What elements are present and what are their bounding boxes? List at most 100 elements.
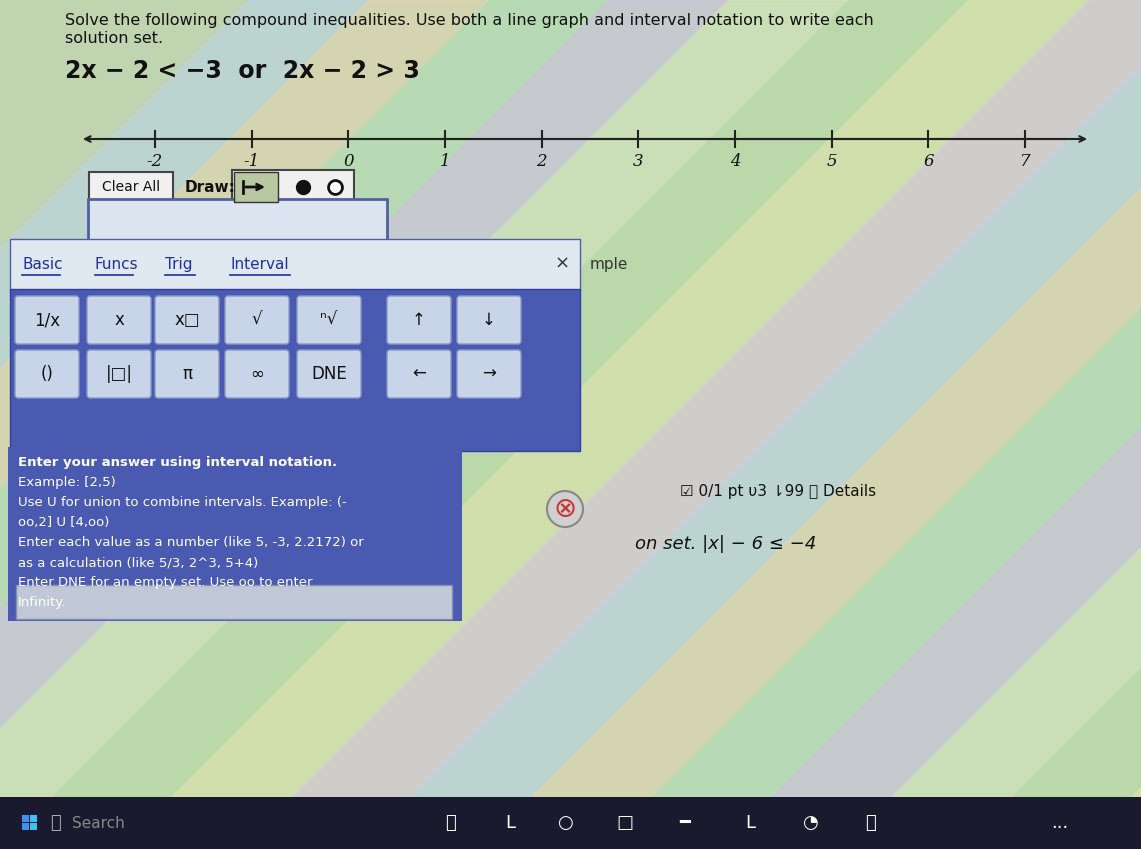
Polygon shape	[0, 0, 609, 849]
FancyBboxPatch shape	[10, 289, 580, 451]
FancyBboxPatch shape	[155, 296, 219, 344]
Polygon shape	[480, 0, 1141, 849]
Text: as a calculation (like 5/3, 2^3, 5+4): as a calculation (like 5/3, 2^3, 5+4)	[18, 556, 258, 569]
Text: 🦋: 🦋	[445, 814, 455, 832]
Text: mple: mple	[590, 256, 629, 272]
Text: Solve the following compound inequalities. Use both a line graph and interval no: Solve the following compound inequalitie…	[65, 13, 874, 28]
Text: -1: -1	[243, 153, 260, 170]
Text: solution set.: solution set.	[65, 31, 163, 46]
Text: Clear All: Clear All	[102, 180, 160, 194]
Text: Enter DNE for an empty set. Use oo to enter: Enter DNE for an empty set. Use oo to en…	[18, 576, 313, 589]
FancyBboxPatch shape	[232, 170, 354, 204]
FancyBboxPatch shape	[458, 350, 521, 398]
Polygon shape	[240, 0, 1141, 849]
FancyBboxPatch shape	[234, 172, 278, 202]
Polygon shape	[600, 0, 1141, 849]
FancyBboxPatch shape	[155, 350, 219, 398]
Text: 🔍: 🔍	[50, 814, 60, 832]
Text: 1/x: 1/x	[34, 311, 60, 329]
Text: √: √	[252, 311, 262, 329]
Text: ↓: ↓	[482, 311, 496, 329]
Text: ←: ←	[412, 365, 426, 383]
Bar	[30, 815, 37, 822]
Text: Basic: Basic	[22, 256, 63, 272]
Polygon shape	[120, 0, 1089, 849]
Text: x□: x□	[175, 311, 200, 329]
Polygon shape	[0, 0, 489, 849]
Text: Interval: Interval	[230, 256, 289, 272]
Text: ○: ○	[557, 814, 573, 832]
Text: Search: Search	[72, 816, 124, 830]
Text: -2: -2	[147, 153, 163, 170]
Circle shape	[547, 491, 583, 527]
Text: ⁿ√: ⁿ√	[321, 311, 338, 329]
Polygon shape	[1081, 0, 1141, 849]
Text: x: x	[114, 311, 124, 329]
FancyBboxPatch shape	[297, 350, 361, 398]
Text: DNE: DNE	[311, 365, 347, 383]
Text: 5: 5	[826, 153, 837, 170]
Polygon shape	[720, 0, 1141, 849]
Text: ◔: ◔	[802, 814, 818, 832]
Polygon shape	[0, 0, 729, 849]
Text: ×: ×	[555, 255, 569, 273]
Text: ∞: ∞	[250, 365, 264, 383]
Text: on set. |x| − 6 ≤ −4: on set. |x| − 6 ≤ −4	[636, 535, 816, 553]
Text: □: □	[616, 814, 633, 832]
FancyBboxPatch shape	[225, 296, 289, 344]
Text: Trig: Trig	[165, 256, 193, 272]
Polygon shape	[0, 0, 969, 849]
FancyBboxPatch shape	[87, 296, 151, 344]
Bar	[22, 823, 29, 830]
FancyBboxPatch shape	[387, 296, 451, 344]
Text: 2x − 2 < −3  or  2x − 2 > 3: 2x − 2 < −3 or 2x − 2 > 3	[65, 59, 420, 83]
Text: ☑ 0/1 pt υ3 ⇂99 ⓘ Details: ☑ 0/1 pt υ3 ⇂99 ⓘ Details	[680, 483, 876, 498]
Text: ━: ━	[680, 814, 690, 832]
Text: ⊗: ⊗	[553, 495, 576, 523]
Text: Infinity.: Infinity.	[18, 596, 66, 609]
FancyBboxPatch shape	[10, 239, 580, 291]
Text: |□|: |□|	[105, 365, 132, 383]
Text: ↑: ↑	[412, 311, 426, 329]
Text: Draw:: Draw:	[185, 179, 236, 194]
FancyBboxPatch shape	[88, 199, 387, 241]
Text: (): ()	[41, 365, 54, 383]
FancyBboxPatch shape	[458, 296, 521, 344]
Polygon shape	[0, 0, 849, 849]
Text: π: π	[181, 365, 192, 383]
FancyBboxPatch shape	[225, 350, 289, 398]
Text: Enter each value as a number (like 5, -3, 2.2172) or: Enter each value as a number (like 5, -3…	[18, 536, 364, 549]
Text: 4: 4	[730, 153, 741, 170]
Text: 0: 0	[343, 153, 354, 170]
Text: oo,2] U [4,oo): oo,2] U [4,oo)	[18, 516, 110, 529]
FancyBboxPatch shape	[89, 172, 173, 202]
Text: Example: [2,5): Example: [2,5)	[18, 476, 115, 489]
Text: 7: 7	[1020, 153, 1030, 170]
Text: 1: 1	[439, 153, 451, 170]
Bar	[22, 815, 29, 822]
Polygon shape	[960, 0, 1141, 849]
Text: 6: 6	[923, 153, 933, 170]
Bar	[30, 823, 37, 830]
FancyBboxPatch shape	[387, 350, 451, 398]
Text: L: L	[505, 814, 515, 832]
Polygon shape	[361, 0, 1141, 849]
FancyBboxPatch shape	[16, 585, 452, 619]
Polygon shape	[0, 0, 369, 849]
Text: Enter your answer using interval notation.: Enter your answer using interval notatio…	[18, 456, 337, 469]
Text: Funcs: Funcs	[95, 256, 138, 272]
FancyBboxPatch shape	[15, 350, 79, 398]
FancyBboxPatch shape	[8, 447, 462, 621]
FancyBboxPatch shape	[297, 296, 361, 344]
Text: L: L	[745, 814, 755, 832]
Text: 2: 2	[536, 153, 547, 170]
Text: →: →	[482, 365, 496, 383]
Text: Use U for union to combine intervals. Example: (-: Use U for union to combine intervals. Ex…	[18, 496, 347, 509]
Text: ...: ...	[1051, 814, 1069, 832]
Text: 3: 3	[633, 153, 644, 170]
Polygon shape	[840, 0, 1141, 849]
FancyBboxPatch shape	[87, 350, 151, 398]
Text: 🔴: 🔴	[865, 814, 875, 832]
Bar	[0, 797, 1141, 849]
FancyBboxPatch shape	[15, 296, 79, 344]
